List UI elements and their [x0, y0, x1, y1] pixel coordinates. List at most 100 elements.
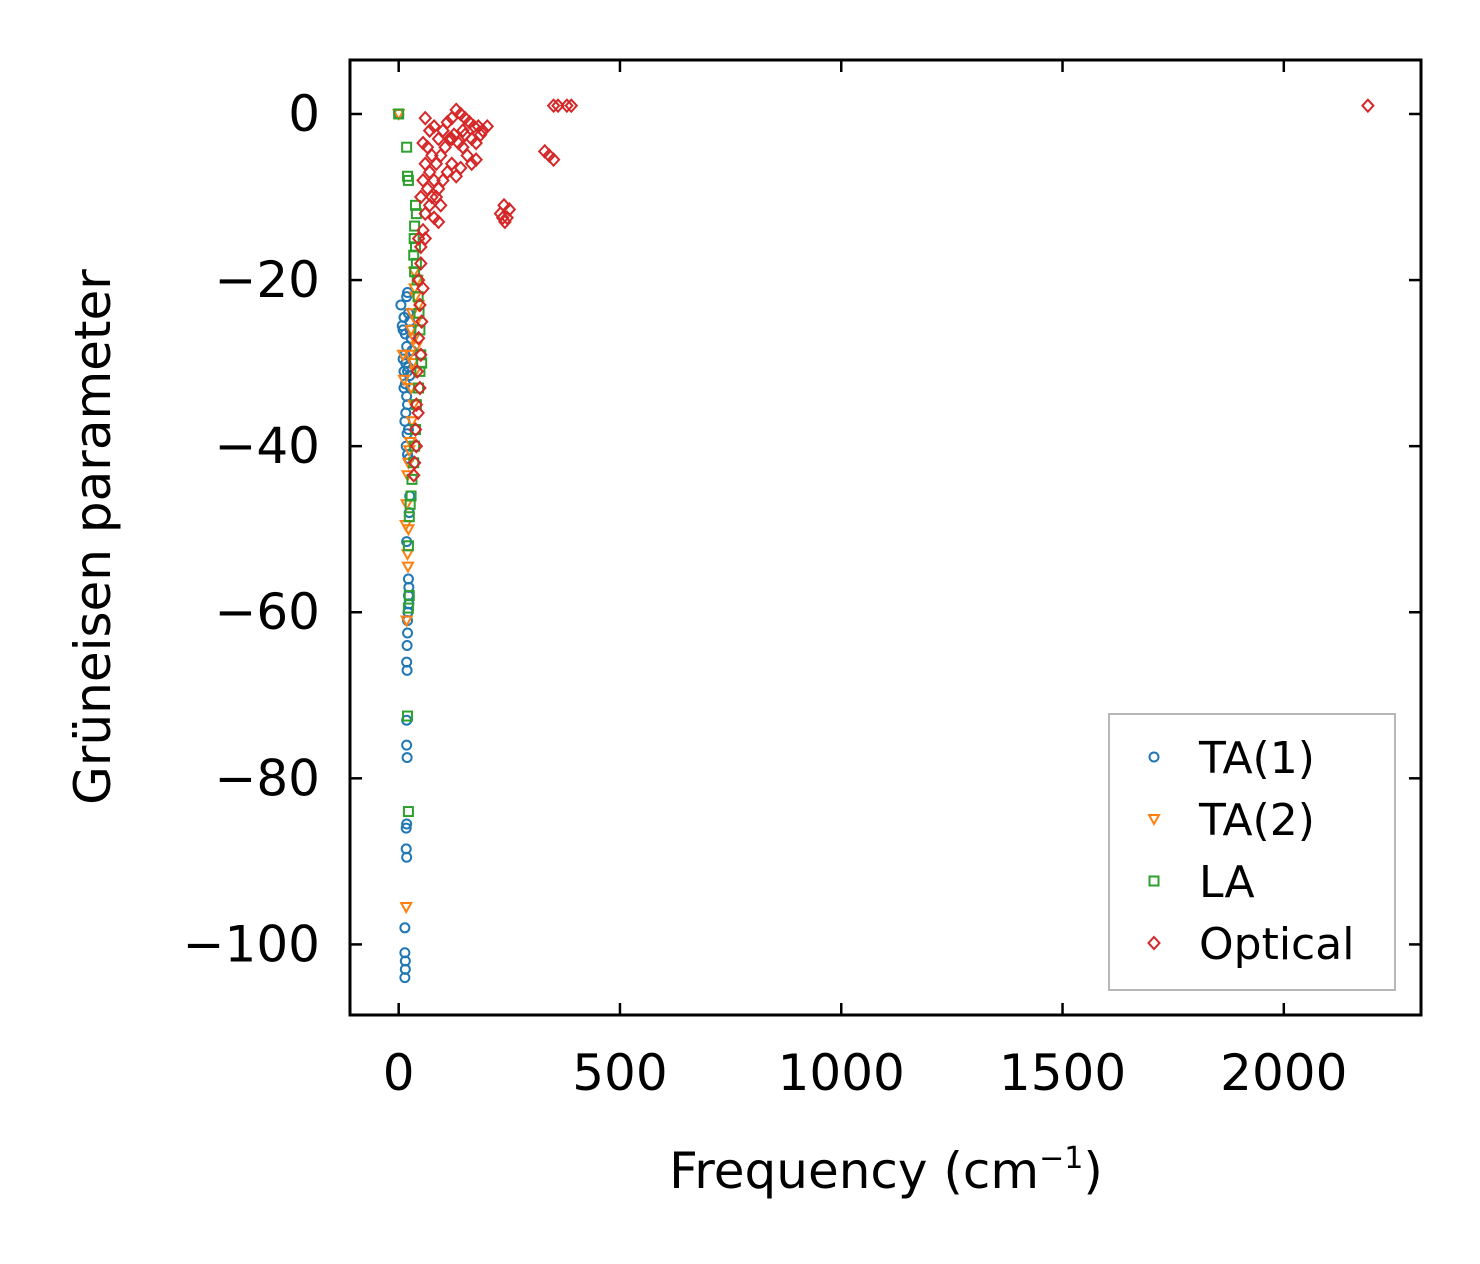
y-tick-label: 0 [288, 85, 320, 143]
legend-entry: LA [1148, 857, 1255, 908]
data-point [399, 902, 413, 915]
data-point [551, 98, 565, 114]
data-point [469, 135, 483, 151]
data-point [393, 108, 405, 120]
data-point [416, 280, 430, 296]
axis-ticks [350, 60, 1421, 1015]
data-point [411, 231, 426, 247]
data-point [458, 127, 472, 143]
x-tick-label: 1000 [778, 1044, 905, 1102]
data-point [546, 98, 561, 114]
y-axis-label: Grüneisen parameter [64, 269, 122, 805]
data-point [397, 374, 411, 387]
legend-label: LA [1199, 857, 1255, 908]
axis-tick-labels: 0 500 1000 1500 2000 0 −20 −40 −60 −80 −100 [183, 85, 1348, 1102]
legend-entry: TA(1) [1148, 733, 1315, 784]
data-point [407, 333, 421, 346]
data-point [403, 511, 415, 523]
data-point [402, 424, 414, 436]
data-point [414, 314, 429, 330]
legend-marker [1148, 875, 1160, 887]
data-point [401, 639, 413, 651]
data-point [402, 710, 414, 722]
legend-entry: TA(2) [1147, 795, 1315, 846]
legend-label: TA(1) [1198, 733, 1315, 784]
data-point [422, 197, 437, 213]
data-point [411, 405, 426, 421]
legend-marker [1148, 751, 1160, 763]
y-tick-label: −100 [183, 915, 320, 973]
data-point [402, 174, 414, 186]
data-point [559, 98, 574, 114]
data-point [404, 324, 418, 337]
data-point [480, 118, 495, 134]
data-point [401, 561, 415, 574]
data-point [399, 972, 411, 984]
data-point [475, 123, 490, 139]
x-axis-label: Frequency (cm−1) [669, 1141, 1103, 1200]
legend-label: TA(2) [1198, 795, 1315, 846]
data-point [564, 98, 579, 114]
data-point [1361, 98, 1375, 114]
data-point [440, 114, 455, 130]
data-point [406, 358, 420, 371]
y-tick-label: −40 [214, 417, 320, 475]
data-point [404, 498, 416, 510]
data-point [402, 627, 414, 639]
data-point [401, 664, 413, 676]
data-point [399, 922, 411, 934]
data-point [453, 160, 468, 176]
data-point [401, 141, 413, 153]
data-point [427, 118, 441, 134]
data-point [413, 347, 428, 363]
data-point [418, 110, 433, 126]
x-tick-label: 500 [572, 1044, 667, 1102]
data-point [402, 602, 414, 614]
data-point [464, 156, 479, 172]
data-point [402, 806, 414, 818]
data-point [413, 239, 428, 255]
data-point [433, 197, 448, 213]
data-point [409, 438, 424, 454]
data-point [546, 152, 561, 168]
data-point [399, 615, 414, 628]
data-point [431, 214, 446, 230]
legend-label: Optical [1199, 919, 1354, 970]
legend-marker [1147, 935, 1161, 951]
data-point [413, 189, 428, 205]
data-point [455, 123, 470, 139]
data-point [401, 524, 416, 537]
data-point [401, 752, 413, 764]
data-point [406, 467, 421, 483]
data-point [411, 330, 426, 346]
y-tick-label: −60 [214, 583, 320, 641]
data-point [444, 131, 459, 147]
data-point [403, 590, 415, 602]
data-point [409, 220, 421, 232]
data-point [495, 210, 510, 226]
data-point [420, 139, 435, 155]
data-point [410, 363, 425, 379]
data-point [409, 397, 424, 413]
data-point [416, 135, 430, 151]
data-point [413, 297, 427, 313]
data-point [396, 349, 410, 362]
data-point [403, 349, 417, 362]
series-optical [406, 98, 1375, 483]
x-tick-label: 1500 [999, 1044, 1126, 1102]
data-point [401, 739, 413, 751]
data-points [391, 98, 1375, 984]
x-tick-label: 2000 [1220, 1044, 1347, 1102]
y-tick-label: −80 [214, 749, 320, 807]
y-tick-label: −20 [214, 251, 320, 309]
data-point [444, 156, 459, 172]
data-point [469, 152, 483, 168]
data-point [500, 210, 514, 226]
legend: TA(1) TA(2) LA Optical [1108, 713, 1396, 991]
data-point [401, 851, 413, 863]
legend-entry: Optical [1147, 919, 1354, 970]
data-point [408, 422, 423, 438]
data-point [395, 299, 407, 311]
data-point [416, 172, 430, 188]
